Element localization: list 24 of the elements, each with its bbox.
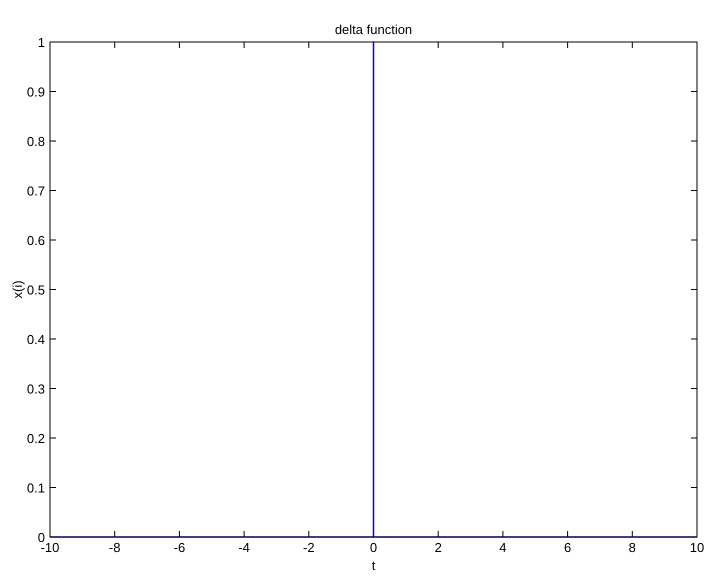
y-tick-label: 1 (38, 35, 45, 50)
y-tick-label: 0.3 (26, 382, 45, 396)
x-tick-label: 4 (499, 540, 507, 555)
x-tick-label: 8 (628, 540, 636, 555)
y-tick-label: 0.8 (26, 134, 45, 149)
x-axis-title: t (372, 558, 376, 573)
y-axis-title: x(i) (10, 280, 25, 299)
y-tick-label: 0.5 (26, 282, 45, 298)
y-tick-label: 0 (38, 530, 45, 545)
y-tick-label: 0.7 (26, 184, 45, 198)
y-tick-label: 0.9 (26, 84, 45, 100)
y-tick-label: 0.2 (26, 431, 45, 446)
y-tick-label: 0.6 (26, 233, 45, 248)
y-tick-label: 0.4 (26, 332, 45, 347)
x-tick-label: 2 (434, 540, 442, 555)
x-tick-label: -2 (303, 540, 315, 555)
x-tick-label: -4 (238, 540, 250, 555)
x-tick-label: -8 (108, 540, 120, 555)
x-tick-label: 10 (690, 540, 704, 555)
x-tick-label: 0 (370, 540, 378, 555)
x-tick-label: -6 (174, 540, 186, 555)
y-tick-label: 0.1 (26, 480, 45, 496)
chart-title: delta function (334, 22, 412, 37)
x-tick-label: 6 (564, 540, 572, 555)
